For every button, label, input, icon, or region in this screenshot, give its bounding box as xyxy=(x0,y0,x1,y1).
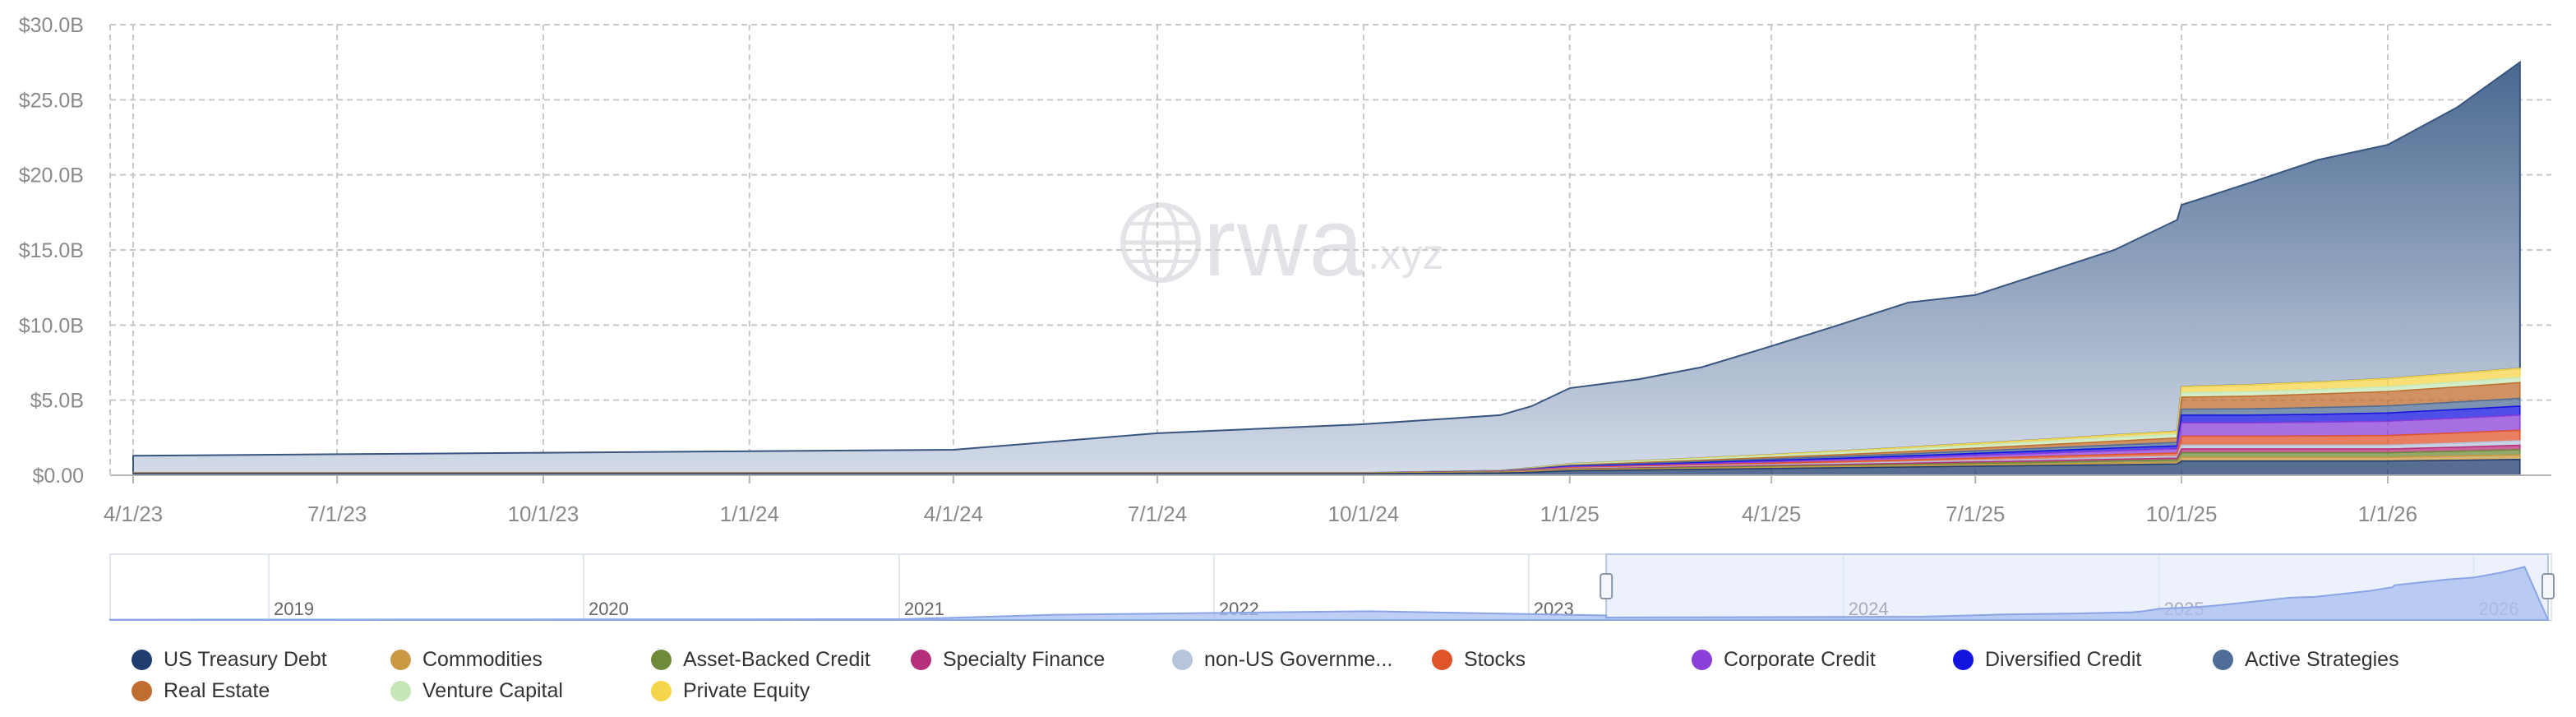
y-tick-label: $10.0B xyxy=(19,314,84,337)
legend-label: Asset-Backed Credit xyxy=(683,647,870,671)
y-tick-label: $15.0B xyxy=(19,239,84,262)
navigator-tick-label: 2019 xyxy=(274,599,314,619)
stacked-area-chart: $0.00 $5.0B $10.0B $15.0B $20.0B $25.0B $30.0B… xyxy=(19,14,2551,526)
y-tick-label: $5.0B xyxy=(30,390,84,413)
legend-item[interactable]: Active Strategies xyxy=(2213,645,2399,674)
legend-item[interactable]: Real Estate xyxy=(132,676,270,705)
y-tick-label: $20.0B xyxy=(19,164,84,187)
legend-item[interactable]: Private Equity xyxy=(651,676,810,705)
legend-item[interactable]: US Treasury Debt xyxy=(132,645,327,674)
legend-item[interactable]: non-US Governme... xyxy=(1172,645,1392,674)
legend-swatch xyxy=(1953,649,1974,670)
legend-label: Specialty Finance xyxy=(943,647,1106,671)
legend-item[interactable]: Corporate Credit xyxy=(1692,645,1876,674)
navigator-tick-label: 2020 xyxy=(589,599,629,619)
x-tick-label: 10/1/25 xyxy=(2146,502,2218,526)
y-tick-label: $0.00 xyxy=(32,465,84,488)
y-tick-label: $25.0B xyxy=(19,89,84,112)
x-tick-label: 4/1/25 xyxy=(1742,502,1801,526)
x-tick-label: 10/1/24 xyxy=(1328,502,1400,526)
legend-label: non-US Governme... xyxy=(1204,647,1393,671)
x-tick-label: 7/1/23 xyxy=(307,502,367,526)
legend-label: US Treasury Debt xyxy=(164,647,327,671)
legend-item[interactable]: Venture Capital xyxy=(390,676,563,705)
legend-swatch xyxy=(132,649,152,670)
range-navigator[interactable]: 20192020202120222023202420252026 xyxy=(0,548,2576,627)
x-tick-label: 4/1/23 xyxy=(104,502,163,526)
x-tick-label: 4/1/24 xyxy=(924,502,983,526)
legend-swatch xyxy=(911,649,931,670)
legend-swatch xyxy=(1172,649,1193,670)
legend-label: Real Estate xyxy=(164,678,270,702)
y-axis: $0.00 $5.0B $10.0B $15.0B $20.0B $25.0B $30.0B xyxy=(19,14,84,488)
legend-label: Active Strategies xyxy=(2245,647,2399,671)
navigator-layer: 20192020202120222023202420252026 xyxy=(109,553,2555,621)
legend-swatch xyxy=(390,649,411,670)
legend-label: Venture Capital xyxy=(422,678,563,702)
legend-swatch xyxy=(132,680,152,701)
x-tick-label: 1/1/26 xyxy=(2358,502,2417,526)
legend-item[interactable]: Stocks xyxy=(1432,645,1526,674)
area-layer xyxy=(132,60,2521,476)
y-tick-label: $30.0B xyxy=(19,14,84,37)
legend-item[interactable]: Asset-Backed Credit xyxy=(651,645,870,674)
area-total-remainder xyxy=(132,60,2521,474)
legend-item[interactable]: Specialty Finance xyxy=(911,645,1105,674)
navigator-handle-left[interactable] xyxy=(1600,573,1613,599)
legend-label: Corporate Credit xyxy=(1724,647,1876,671)
x-tick-label: 7/1/24 xyxy=(1128,502,1187,526)
legend-swatch xyxy=(651,649,672,670)
legend-swatch xyxy=(2213,649,2233,670)
legend-label: Diversified Credit xyxy=(1985,647,2142,671)
legend-swatch xyxy=(1432,649,1452,670)
x-tick-label: 10/1/23 xyxy=(508,502,579,526)
x-tick-label: 7/1/25 xyxy=(1946,502,2005,526)
legend-item[interactable]: Diversified Credit xyxy=(1953,645,2141,674)
x-axis: 4/1/23 7/1/23 10/1/23 1/1/24 4/1/24 7/1/24 10/… xyxy=(104,474,2551,526)
navigator-series xyxy=(109,566,2550,621)
legend-swatch xyxy=(390,680,411,701)
legend-swatch xyxy=(1692,649,1712,670)
legend-label: Private Equity xyxy=(683,678,810,702)
legend-item[interactable]: Commodities xyxy=(390,645,542,674)
legend-label: Stocks xyxy=(1464,647,1526,671)
legend-swatch xyxy=(651,680,672,701)
x-tick-label: 1/1/25 xyxy=(1540,502,1600,526)
legend-label: Commodities xyxy=(422,647,542,671)
x-tick-label: 1/1/24 xyxy=(720,502,779,526)
navigator-tick-label: 2021 xyxy=(904,599,944,619)
navigator-handle-right[interactable] xyxy=(2541,573,2555,599)
